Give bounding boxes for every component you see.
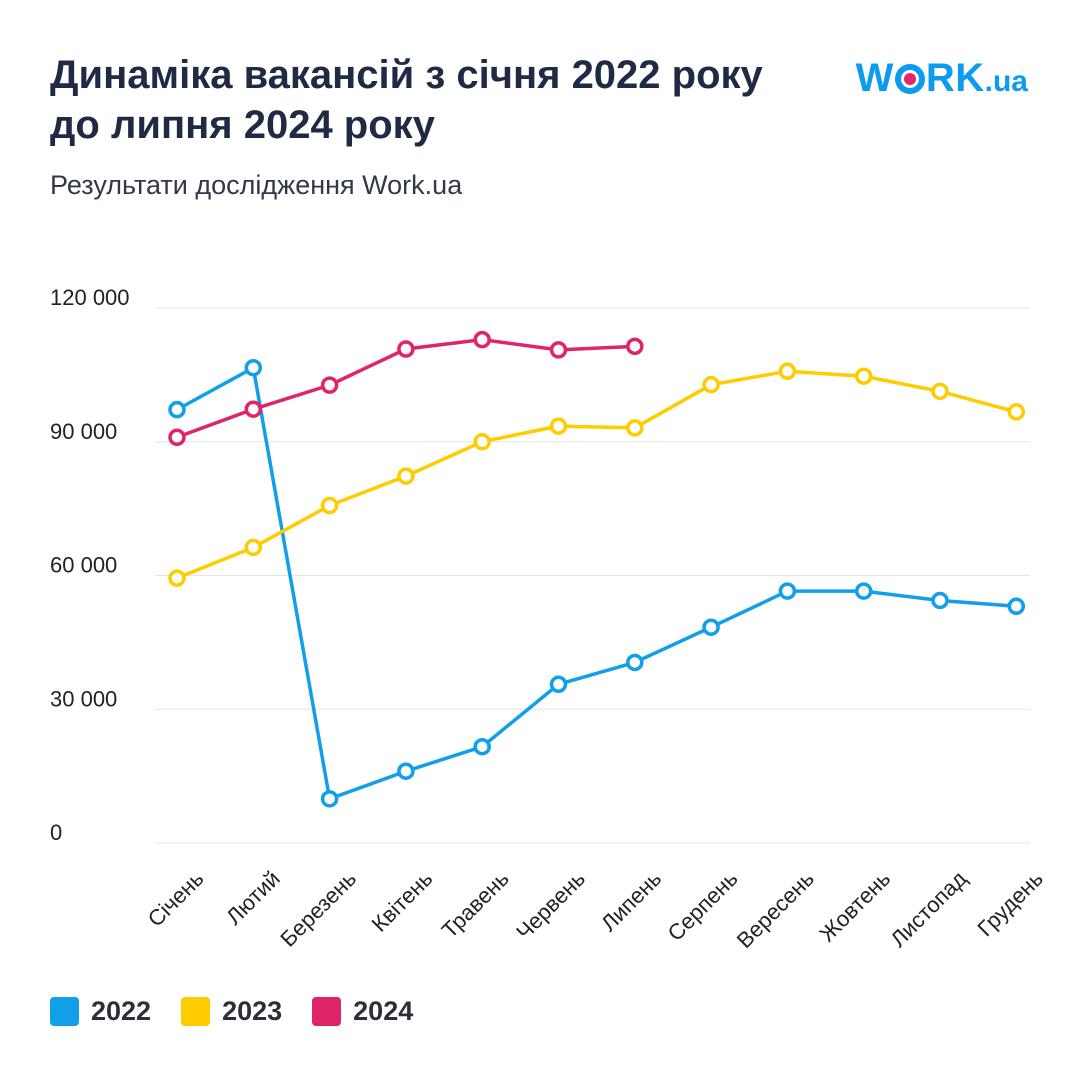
data-point-2022	[549, 675, 568, 694]
x-tick-label: Вересень	[732, 866, 819, 953]
data-point-2023	[702, 375, 720, 394]
line-chart: 120 000 90 000 60 000 30 000 0 Січень ЛютийБер…	[50, 285, 1048, 953]
data-point-2024	[168, 428, 186, 447]
data-point-2023	[931, 382, 949, 401]
data-point-2023	[397, 467, 415, 485]
data-point-2024	[244, 400, 263, 418]
data-point-2023	[549, 417, 568, 435]
data-point-2023	[854, 367, 873, 385]
data-point-2022	[702, 618, 720, 636]
x-tick-label: Травень	[437, 866, 514, 943]
x-tick-label: Серпень	[663, 866, 743, 946]
legend-label-2022: 2022	[91, 996, 152, 1026]
data-point-2022	[244, 358, 263, 377]
data-point-2022	[854, 582, 873, 600]
legend-item-2024: 2024	[312, 996, 413, 1027]
chart-subtitle: Результати дослідження Work.ua	[50, 170, 463, 200]
x-tick-label: Листопад	[885, 866, 971, 952]
data-point-2024	[626, 337, 644, 356]
x-tick-label: Лютий	[221, 866, 285, 930]
x-tick-label: Квітень	[367, 866, 438, 937]
legend-label-2023: 2023	[222, 996, 283, 1026]
chart-title: Динаміка вакансій з січня 2022 року до л…	[50, 53, 763, 147]
legend-item-2022: 2022	[50, 996, 151, 1027]
data-point-2023	[320, 496, 339, 515]
series-line-2022	[175, 365, 1019, 801]
y-tick-label: 30 000	[50, 686, 117, 711]
y-tick-label: 0	[50, 820, 62, 845]
data-point-2023	[168, 569, 186, 587]
y-tick-label: 90 000	[50, 419, 117, 444]
chart-legend: 2022 2023 2024	[50, 996, 413, 1027]
data-point-2022	[931, 591, 949, 610]
data-point-2022	[1007, 597, 1026, 616]
data-point-2022	[320, 790, 339, 808]
data-point-2022	[397, 762, 415, 780]
x-tick-label: Жовтень	[814, 866, 895, 947]
logo-dot-icon	[894, 64, 925, 94]
data-point-2022	[168, 400, 186, 419]
data-point-2023	[778, 362, 797, 381]
y-tick-label: 60 000	[50, 553, 117, 578]
legend-swatch-2023	[181, 997, 211, 1026]
data-point-2023	[1007, 403, 1026, 421]
series-line-2023	[175, 369, 1019, 580]
data-point-2024	[397, 340, 415, 358]
data-point-2023	[473, 433, 491, 451]
y-tick-label: 120 000	[50, 285, 130, 310]
x-tick-label: Січень	[143, 866, 209, 932]
x-tick-label: Липень	[596, 866, 666, 936]
data-point-2024	[473, 330, 491, 349]
legend-swatch-2024	[312, 997, 342, 1026]
x-tick-label: Березень	[275, 866, 361, 952]
data-point-2023	[626, 419, 644, 437]
x-tick-label: Червень	[511, 866, 590, 945]
data-point-2024	[320, 376, 339, 394]
data-point-2022	[778, 582, 797, 600]
data-point-2024	[549, 341, 568, 359]
data-point-2022	[626, 653, 644, 672]
data-point-2023	[244, 538, 263, 557]
legend-label-2024: 2024	[353, 996, 414, 1026]
work-ua-logo: W RK.ua	[855, 56, 1028, 100]
legend-swatch-2022	[50, 997, 79, 1026]
x-tick-label: Грудень	[972, 866, 1047, 941]
legend-item-2023: 2023	[181, 996, 282, 1027]
data-point-2022	[473, 737, 491, 756]
